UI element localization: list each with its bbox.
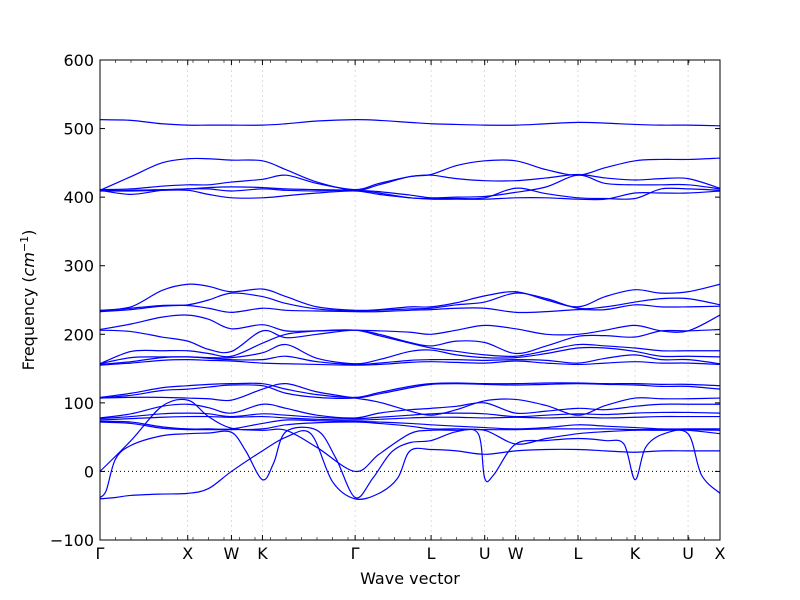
- phonon-branch-15: [100, 359, 720, 366]
- phonon-branch-1: [100, 119, 720, 127]
- x-tick-label: K: [257, 544, 268, 563]
- phonon-branch-17: [100, 383, 720, 399]
- phonon-branch-3: [100, 173, 720, 191]
- y-axis-title: Frequency (cm−1): [18, 230, 38, 371]
- phonon-branch-19: [100, 402, 720, 419]
- y-tick-label: 0: [84, 462, 94, 481]
- phonon-branch-8: [100, 292, 720, 312]
- phonon-branch-9: [100, 304, 720, 314]
- phonon-branch-22: [100, 419, 720, 430]
- phonon-branch-14: [100, 354, 720, 366]
- y-axis-title-paren-close: ): [19, 230, 38, 236]
- y-tick-label: 500: [63, 120, 94, 139]
- x-tick-label: W: [508, 544, 524, 563]
- x-tick-label: X: [182, 544, 193, 563]
- phonon-branch-4: [100, 174, 720, 199]
- y-tick-label: 100: [63, 394, 94, 413]
- phonon-branch-18: [100, 383, 720, 416]
- x-tick-label: U: [682, 544, 694, 563]
- y-tick-label: −100: [50, 531, 94, 550]
- phonon-branch-20: [100, 411, 720, 420]
- phonon-branch-10: [100, 314, 720, 336]
- phonon-branch-21: [100, 415, 720, 421]
- x-tick-label: L: [574, 544, 583, 563]
- path-point-lines-layer: [187, 60, 689, 540]
- phonon-branch-24: [100, 398, 720, 473]
- y-axis-title-text: Frequency: [19, 288, 38, 371]
- x-tick-label: K: [630, 544, 641, 563]
- phonon-branch-12: [100, 329, 720, 365]
- phonon-branch-11: [100, 328, 720, 355]
- phonon-branch-26: [100, 430, 720, 500]
- y-tick-label: 600: [63, 51, 94, 70]
- y-axis-title-unit: cm: [19, 252, 38, 276]
- y-axis-title-paren-open: (: [19, 276, 38, 287]
- phonon-branch-7: [100, 283, 720, 312]
- x-tick-label: L: [427, 544, 436, 563]
- x-tick-label: U: [479, 544, 491, 563]
- x-tick-label: Γ: [96, 544, 105, 563]
- x-axis-title: Wave vector: [360, 569, 460, 588]
- y-axis-title-unit-exp: −1: [18, 236, 31, 252]
- x-tick-label: W: [224, 544, 240, 563]
- phonon-branch-16: [100, 382, 720, 399]
- y-tick-label: 200: [63, 325, 94, 344]
- series-layer: [100, 119, 720, 500]
- phonon-branch-6: [100, 189, 720, 201]
- x-tick-label: X: [715, 544, 726, 563]
- y-axis: −100 0 100 200 300 400 500 600: [50, 51, 720, 550]
- y-tick-label: 400: [63, 188, 94, 207]
- y-tick-label: 300: [63, 257, 94, 276]
- phonon-branch-25: [100, 426, 720, 499]
- x-tick-label: Γ: [351, 544, 360, 563]
- phonon-branch-23: [100, 421, 720, 431]
